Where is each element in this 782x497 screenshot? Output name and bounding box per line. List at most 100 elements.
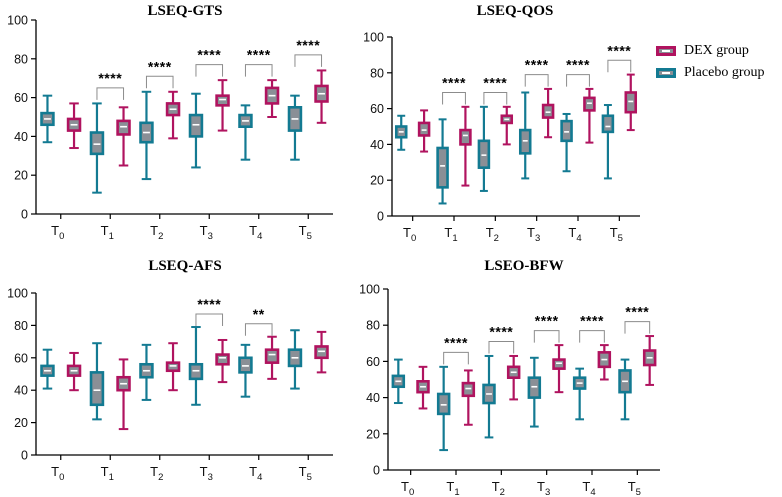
significance-label: **** bbox=[296, 37, 320, 53]
box-iqr bbox=[601, 114, 615, 134]
box-placebo-T1 bbox=[436, 365, 451, 452]
y-tick-label: 0 bbox=[377, 210, 384, 224]
box-placebo-T3 bbox=[527, 356, 542, 428]
y-tick-label: 80 bbox=[370, 66, 384, 80]
y-tick-label: 100 bbox=[7, 14, 28, 28]
y-tick-label: 60 bbox=[370, 102, 384, 116]
significance-label: **** bbox=[444, 334, 468, 350]
chart-title: LSEQ-QOS bbox=[477, 3, 554, 19]
box-dex-T3 bbox=[552, 344, 566, 394]
box-dex-T0 bbox=[417, 109, 431, 153]
y-tick-label: 60 bbox=[366, 355, 380, 369]
significance-label: **** bbox=[607, 42, 631, 58]
legend-label-placebo: Placebo group bbox=[684, 65, 765, 80]
significance-bracket bbox=[145, 75, 174, 89]
box-dex-T4 bbox=[264, 79, 280, 118]
box-placebo-T3 bbox=[188, 92, 204, 169]
box-iqr bbox=[541, 103, 555, 119]
x-tick-label: T0 bbox=[51, 223, 64, 242]
box-placebo-T4 bbox=[238, 343, 253, 398]
x-tick-label: T5 bbox=[628, 479, 641, 497]
box-iqr bbox=[215, 353, 230, 366]
box-iqr bbox=[583, 96, 596, 112]
significance-bracket bbox=[294, 54, 323, 67]
significance-label: **** bbox=[525, 57, 549, 73]
box-dex-T1 bbox=[459, 105, 472, 187]
significance-bracket bbox=[195, 64, 224, 77]
significance-bracket bbox=[442, 91, 466, 105]
x-tick-label: T0 bbox=[51, 464, 64, 483]
box-iqr bbox=[238, 356, 253, 374]
box-iqr bbox=[518, 128, 532, 155]
box-iqr bbox=[188, 362, 204, 381]
significance-label: **** bbox=[197, 296, 221, 312]
y-tick-label: 100 bbox=[359, 283, 380, 297]
significance-label: **** bbox=[580, 313, 604, 329]
significance-label: **** bbox=[442, 74, 466, 90]
x-tick-label: T3 bbox=[200, 223, 213, 242]
significance-label: **** bbox=[483, 74, 507, 90]
y-tick-label: 80 bbox=[14, 52, 28, 66]
y-tick-label: 40 bbox=[366, 391, 380, 405]
significance-bracket bbox=[488, 340, 515, 354]
box-placebo-T3 bbox=[188, 326, 204, 406]
box-iqr bbox=[165, 361, 181, 373]
significance-bracket bbox=[96, 87, 125, 100]
legend: DEX group Placebo group bbox=[656, 40, 780, 84]
chart-panel-4: LSEO-BFW 0 20 40 60 80 100 T0 T1 **** T2 **** T3 ****… bbox=[359, 258, 660, 497]
box-iqr bbox=[89, 371, 105, 407]
box-dex-T3 bbox=[215, 338, 230, 384]
box-placebo-T0 bbox=[391, 358, 406, 405]
box-iqr bbox=[116, 119, 131, 136]
significance-label: **** bbox=[489, 323, 513, 339]
box-placebo-T5 bbox=[287, 94, 303, 161]
significance-bracket bbox=[244, 64, 273, 77]
x-tick-label: T3 bbox=[200, 464, 213, 483]
chart-title: LSEQ-GTS bbox=[147, 3, 222, 19]
box-dex-T1 bbox=[116, 358, 131, 431]
x-tick-label: T5 bbox=[610, 225, 623, 244]
box-iqr bbox=[624, 91, 638, 114]
box-iqr bbox=[436, 146, 449, 189]
y-tick-label: 20 bbox=[14, 416, 28, 430]
x-tick-label: T2 bbox=[150, 223, 163, 242]
box-dex-T4 bbox=[597, 344, 612, 381]
x-tick-label: T0 bbox=[403, 225, 416, 244]
box-placebo-T5 bbox=[287, 329, 303, 390]
box-placebo-T0 bbox=[394, 114, 408, 151]
box-iqr bbox=[527, 376, 542, 399]
legend-item-placebo: Placebo group bbox=[656, 64, 764, 82]
box-iqr bbox=[314, 345, 329, 360]
significance-bracket bbox=[443, 351, 469, 365]
box-placebo-T2 bbox=[139, 343, 154, 401]
box-iqr bbox=[552, 358, 566, 370]
y-tick-label: 80 bbox=[14, 319, 28, 333]
y-tick-label: 100 bbox=[363, 31, 384, 45]
x-tick-label: T2 bbox=[492, 479, 505, 497]
box-dex-T2 bbox=[500, 105, 514, 146]
significance-label: **** bbox=[197, 47, 221, 63]
x-tick-label: T5 bbox=[299, 464, 312, 483]
box-dex-T0 bbox=[66, 351, 82, 392]
legend-item-dex: DEX group bbox=[656, 42, 749, 60]
x-tick-label: T4 bbox=[249, 223, 262, 242]
significance-label: **** bbox=[625, 304, 649, 320]
y-tick-label: 20 bbox=[14, 169, 28, 183]
box-dex-T0 bbox=[66, 102, 82, 150]
y-tick-label: 40 bbox=[14, 130, 28, 144]
box-placebo-T5 bbox=[601, 104, 615, 180]
box-dex-T4 bbox=[583, 87, 596, 144]
legend-label-dex: DEX group bbox=[684, 43, 749, 58]
chart-title: LSEO-BFW bbox=[484, 258, 563, 274]
significance-label: **** bbox=[535, 313, 559, 329]
x-tick-label: T2 bbox=[486, 225, 499, 244]
x-tick-label: T4 bbox=[582, 479, 595, 497]
box-placebo-T4 bbox=[238, 104, 253, 161]
x-tick-label: T2 bbox=[150, 464, 163, 483]
box-iqr bbox=[89, 131, 105, 156]
box-dex-T2 bbox=[506, 354, 521, 401]
x-tick-label: T3 bbox=[527, 225, 540, 244]
box-placebo-T4 bbox=[572, 367, 587, 421]
significance-bracket bbox=[524, 74, 549, 87]
